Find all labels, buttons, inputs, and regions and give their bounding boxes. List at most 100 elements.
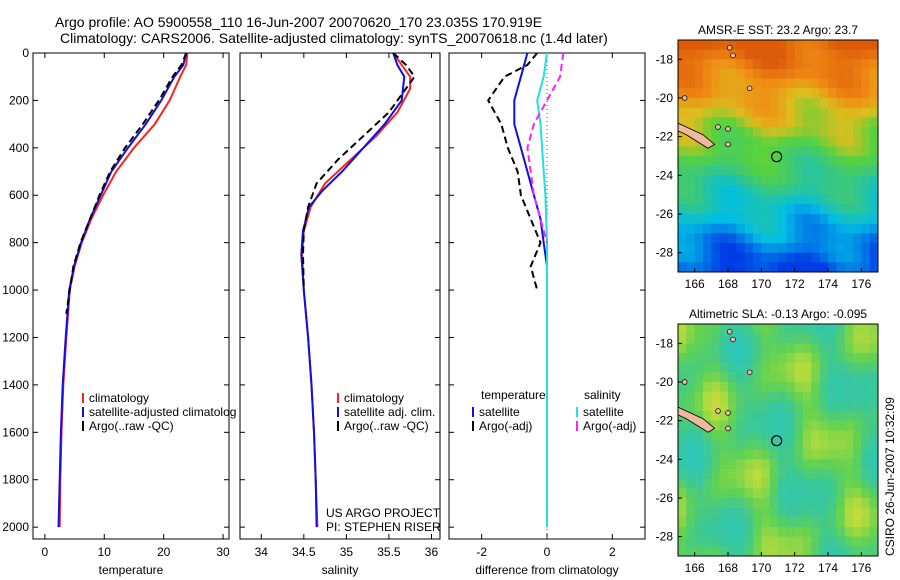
map-cell [678,49,687,60]
land-island [726,44,733,51]
map-cell [819,69,829,80]
land-new-caledonia [678,406,716,433]
map-cell [736,165,746,176]
map-cell [828,362,837,373]
map-cell [753,527,762,538]
map-cell [719,459,729,470]
map-cell [786,527,796,538]
map-cell [761,252,771,263]
map-cell [761,49,771,60]
map-cell [811,449,821,460]
map-cell [778,194,787,205]
map-cell [686,40,696,51]
map-cell [719,223,729,234]
map-cell [769,401,779,412]
map-cell [869,136,878,147]
map-cell [844,401,854,412]
map-cell [761,194,771,205]
map-cell [844,420,854,431]
map-cell [753,343,762,354]
map-cell [711,420,721,431]
map-y-tick-label: -20 [656,375,674,389]
map-cell [769,449,779,460]
argo-position-marker [771,435,783,447]
map-cell [694,69,704,80]
map-cell [786,401,796,412]
map-cell [694,88,704,99]
land-island [715,408,721,414]
map-cell [853,536,862,547]
map-cell [736,252,746,263]
map-cell [769,459,779,470]
map-cell [719,372,729,383]
map-cell [703,117,712,128]
map-cell [786,69,796,80]
map-cell [819,411,829,422]
map-cell [686,146,696,157]
map-cell [836,98,846,109]
map-cell [819,214,829,225]
map-cell [803,353,812,364]
map-cell [794,333,804,344]
map-cell [853,411,862,422]
map-cell [861,478,871,489]
map-cell [786,362,796,373]
map-cell [819,107,829,118]
map-cell [694,223,704,234]
figure-title-line1: Argo profile: AO 5900558_110 16-Jun-2007… [55,14,543,30]
map-cell [811,333,821,344]
map-cell [803,507,812,518]
map-cell [828,233,837,244]
map-cell [686,333,696,344]
map-cell [853,343,862,354]
map-cell [861,372,871,383]
map-cell [828,214,837,225]
y-tick-label: 1000 [2,283,29,297]
map-cell [678,136,687,147]
map-cell [836,252,846,263]
map-cell [753,117,762,128]
map-cell [719,243,729,254]
map-cell [778,214,787,225]
y-tick-label: 2000 [2,520,29,534]
map-cell [836,353,846,364]
map-cell [853,243,862,254]
map-cell [761,507,771,518]
map-cell [694,146,704,157]
map-cell [694,478,704,489]
map-cell [786,117,796,128]
map-cell [803,136,812,147]
map-cell [686,459,696,470]
map-cell [744,333,754,344]
legend-label: Argo(-adj) [583,419,636,433]
map-cell [761,536,771,547]
map-cell [828,127,837,138]
map-cell [769,382,779,393]
map-cell [861,175,871,186]
map-cell [753,69,762,80]
map-cell [711,527,721,538]
map-cell [803,175,812,186]
map-cell [819,478,829,489]
map-cell [678,536,687,547]
map-cell [811,488,821,499]
map-cell [853,252,862,263]
map-cell [678,78,687,89]
map-cell [694,430,704,441]
map-cell [719,517,729,528]
map-cell [678,488,687,499]
map-cell [869,262,878,272]
map-cell [811,391,821,402]
map-cell [736,488,746,499]
map-cell [736,343,746,354]
map-cell [719,175,729,186]
map-cell [769,49,779,60]
map-cell [836,243,846,254]
map-cell [836,411,846,422]
map-cell [736,391,746,402]
map-cell [803,498,812,509]
map-cell [869,243,878,254]
map-cell [853,40,862,51]
map-cell [786,391,796,402]
